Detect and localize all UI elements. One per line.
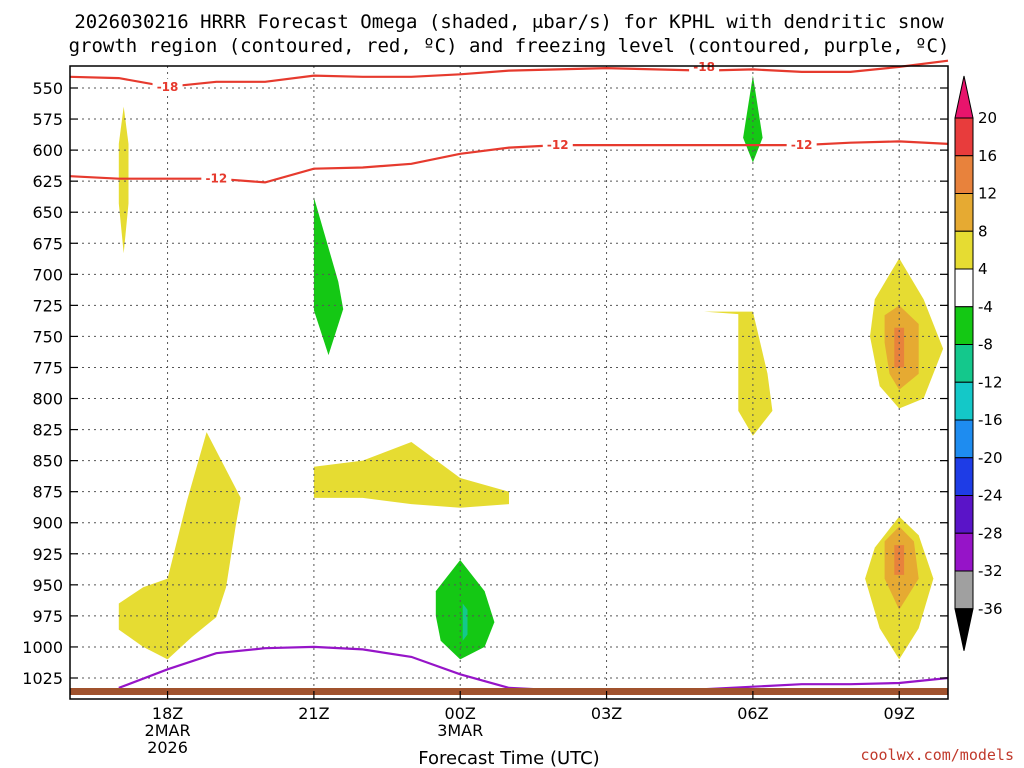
colorbar-label: -32 bbox=[978, 562, 1003, 580]
credit-text: coolwx.com/models bbox=[860, 746, 1014, 764]
grid-lines bbox=[70, 66, 948, 699]
colorbar-label: 20 bbox=[978, 109, 997, 127]
y-tick-label: 575 bbox=[32, 110, 63, 129]
y-tick-label: 550 bbox=[32, 79, 63, 98]
omega-region-2 bbox=[118, 432, 241, 660]
contour-line-0 bbox=[69, 59, 949, 88]
omega-shading bbox=[118, 75, 944, 660]
y-tick-label: 625 bbox=[32, 172, 63, 191]
colorbar-segment bbox=[954, 381, 974, 421]
colorbar-segment bbox=[954, 306, 974, 345]
y-tick-label: 925 bbox=[32, 545, 63, 564]
colorbar-segment bbox=[954, 117, 974, 157]
contour-label-bg bbox=[542, 137, 573, 153]
y-axis-ticks: 550 575 600 625 650 675 700 725 750 775 800 825 850 8… bbox=[22, 79, 948, 688]
y-tick-label: 775 bbox=[32, 358, 63, 377]
omega-region-0 bbox=[118, 106, 129, 254]
colorbar-label: -8 bbox=[978, 336, 993, 354]
y-tick-label: 700 bbox=[32, 265, 63, 284]
omega-region-3 bbox=[313, 442, 509, 508]
contour-label: -12 bbox=[547, 138, 569, 152]
y-tick-label: 900 bbox=[32, 514, 63, 533]
x-tick-label: 09Z bbox=[884, 704, 915, 723]
colorbar-segment bbox=[954, 193, 974, 232]
omega-region-5 bbox=[462, 603, 468, 641]
x-axis-label: Forecast Time (UTC) bbox=[418, 748, 599, 768]
colorbar-segment bbox=[954, 419, 974, 459]
plot-frame bbox=[69, 65, 949, 700]
colorbar-label: 8 bbox=[978, 222, 988, 240]
chart-title-line2: growth region (contoured, red, ºC) and f… bbox=[69, 35, 950, 57]
colorbar-segment bbox=[954, 532, 974, 572]
y-tick-label: 1000 bbox=[22, 638, 63, 657]
colorbar-segment bbox=[954, 268, 974, 308]
chart-title-line1: 2026030216 HRRR Forecast Omega (shaded, … bbox=[74, 11, 944, 33]
x-tick-label: 2MAR bbox=[145, 721, 191, 740]
contour-label-bg bbox=[152, 78, 183, 94]
y-tick-label: 825 bbox=[32, 421, 63, 440]
x-tick-label: 18Z bbox=[152, 704, 183, 723]
x-tick-label: 00Z bbox=[445, 704, 476, 723]
colorbar-top-arrow bbox=[954, 75, 974, 119]
colorbar-label: 4 bbox=[978, 260, 988, 278]
x-tick-label: 21Z bbox=[298, 704, 329, 723]
y-tick-label: 675 bbox=[32, 234, 63, 253]
colorbar-segment bbox=[954, 495, 974, 534]
x-tick-label: 3MAR bbox=[437, 721, 483, 740]
colorbar-label: -16 bbox=[978, 411, 1003, 429]
colorbar-bottom-arrow bbox=[954, 608, 974, 651]
omega-region-10 bbox=[894, 327, 905, 368]
ground-strip bbox=[70, 688, 948, 695]
colorbar-label: -28 bbox=[978, 524, 1003, 542]
y-tick-label: 975 bbox=[32, 607, 63, 626]
colorbar-label: 12 bbox=[978, 185, 997, 203]
colorbar-label: -20 bbox=[978, 449, 1003, 467]
colorbar-label: -4 bbox=[978, 298, 993, 316]
contour-line-2 bbox=[118, 645, 949, 693]
colorbar: 20 16 12 8 4 -4 -8 -12 -16 -20 -24 -28 -32 -36 bbox=[954, 75, 1003, 651]
colorbar-label: 16 bbox=[978, 147, 997, 165]
colorbar-label: -12 bbox=[978, 373, 1003, 391]
colorbar-segment bbox=[954, 230, 974, 270]
colorbar-label: -24 bbox=[978, 487, 1003, 505]
colorbar-segment bbox=[954, 155, 974, 194]
y-tick-label: 950 bbox=[32, 576, 63, 595]
y-tick-label: 1025 bbox=[22, 669, 63, 688]
contour-label-bg bbox=[201, 170, 232, 186]
colorbar-label: -36 bbox=[978, 600, 1003, 618]
y-tick-label: 750 bbox=[32, 327, 63, 346]
omega-region-1 bbox=[313, 197, 344, 356]
omega-region-6 bbox=[743, 75, 763, 163]
y-tick-label: 600 bbox=[32, 141, 63, 160]
contour-label-bg bbox=[786, 137, 817, 153]
colorbar-segment bbox=[954, 457, 974, 496]
y-tick-label: 725 bbox=[32, 296, 63, 315]
omega-region-7 bbox=[704, 311, 773, 436]
contour-label: -12 bbox=[205, 172, 227, 186]
contour-label: -12 bbox=[791, 138, 813, 152]
y-tick-label: 875 bbox=[32, 483, 63, 502]
x-tick-label: 03Z bbox=[591, 704, 622, 723]
temperature-contours: -18 -18 -12 -12 -12 bbox=[69, 58, 949, 693]
x-tick-label: 2026 bbox=[147, 738, 188, 757]
y-tick-label: 800 bbox=[32, 390, 63, 409]
contour-label: -18 bbox=[157, 80, 179, 94]
y-tick-label: 850 bbox=[32, 452, 63, 471]
colorbar-segment bbox=[954, 344, 974, 383]
y-tick-label: 650 bbox=[32, 203, 63, 222]
x-tick-label: 06Z bbox=[737, 704, 768, 723]
contour-label: -18 bbox=[693, 60, 715, 74]
colorbar-segment bbox=[954, 570, 974, 610]
